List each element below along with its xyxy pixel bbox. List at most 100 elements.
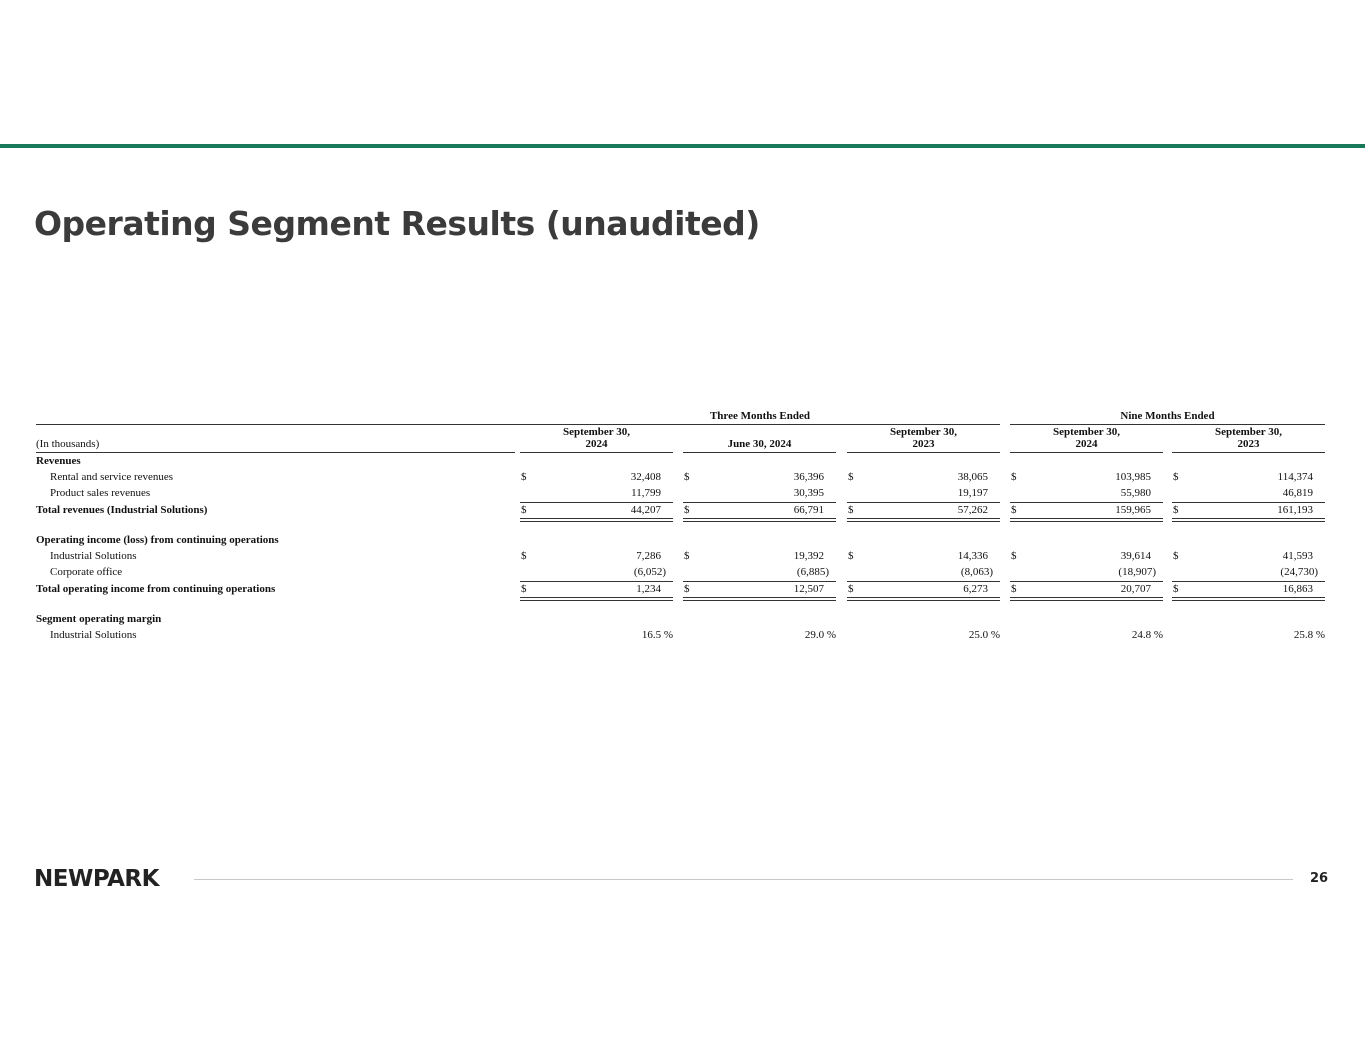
rule xyxy=(683,597,836,598)
rule xyxy=(1172,452,1325,453)
rule xyxy=(1010,518,1163,519)
rule xyxy=(683,452,836,453)
currency: $ xyxy=(1011,471,1017,483)
logo: NEWPARK xyxy=(34,866,159,892)
cell: 24.8 % xyxy=(1131,629,1163,641)
section-heading: Operating income (loss) from continuing … xyxy=(36,534,279,546)
rule xyxy=(520,452,673,453)
cell: 44,207 xyxy=(630,504,661,516)
rule xyxy=(1172,581,1325,582)
cell: 55,980 xyxy=(1120,487,1151,499)
total-label: Total revenues (Industrial Solutions) xyxy=(36,504,208,516)
rule xyxy=(36,424,1000,425)
column-header: 2023 xyxy=(912,438,935,450)
cell: 32,408 xyxy=(630,471,661,483)
cell: 14,336 xyxy=(957,550,988,562)
cell: 114,374 xyxy=(1277,471,1313,483)
row-label: Rental and service revenues xyxy=(50,471,174,483)
rule xyxy=(1010,600,1163,601)
rule xyxy=(1010,597,1163,598)
cell: 25.0 % xyxy=(968,629,1000,641)
cell: 19,197 xyxy=(957,487,988,499)
row-label: Corporate office xyxy=(50,566,123,578)
cell: (8,063) xyxy=(960,566,993,578)
currency: $ xyxy=(521,583,527,595)
column-header: September 30, xyxy=(1214,426,1282,438)
cell: 46,819 xyxy=(1282,487,1313,499)
currency: $ xyxy=(1173,471,1179,483)
rule xyxy=(1172,597,1325,598)
slide-title: Operating Segment Results (unaudited) xyxy=(34,204,760,243)
rule xyxy=(1172,521,1325,522)
rule xyxy=(847,518,1000,519)
rule xyxy=(1010,452,1163,453)
cell: 36,396 xyxy=(793,471,824,483)
cell: 66,791 xyxy=(793,504,824,516)
cell: 103,985 xyxy=(1115,471,1151,483)
cell: 159,965 xyxy=(1115,504,1151,516)
page-number: 26 xyxy=(1310,871,1329,886)
rule xyxy=(847,597,1000,598)
currency: $ xyxy=(1173,583,1179,595)
rule xyxy=(520,502,673,503)
rule xyxy=(36,452,515,453)
currency: $ xyxy=(848,471,854,483)
cell: 30,395 xyxy=(793,487,824,499)
footer-rule xyxy=(194,879,1293,880)
currency: $ xyxy=(1011,583,1017,595)
currency: $ xyxy=(1011,550,1017,562)
cell: (6,052) xyxy=(633,566,666,578)
rule xyxy=(683,581,836,582)
rule xyxy=(847,452,1000,453)
rule xyxy=(520,518,673,519)
currency: $ xyxy=(521,504,527,516)
column-header: June 30, 2024 xyxy=(727,438,792,450)
row-label: Industrial Solutions xyxy=(50,550,137,562)
rule xyxy=(683,600,836,601)
rule xyxy=(520,521,673,522)
total-label: Total operating income from continuing o… xyxy=(36,583,276,595)
cell: 16.5 % xyxy=(641,629,673,641)
column-header: September 30, xyxy=(562,426,630,438)
rule xyxy=(1172,502,1325,503)
rule xyxy=(520,597,673,598)
column-header: 2024 xyxy=(1075,438,1098,450)
cell: 7,286 xyxy=(636,550,661,562)
cell: 161,193 xyxy=(1277,504,1313,516)
cell: 6,273 xyxy=(963,583,988,595)
cell: 39,614 xyxy=(1120,550,1151,562)
section-heading: Segment operating margin xyxy=(36,613,162,625)
currency: $ xyxy=(848,583,854,595)
currency: $ xyxy=(1011,504,1017,516)
rule xyxy=(1010,502,1163,503)
rule xyxy=(683,502,836,503)
rule xyxy=(1010,581,1163,582)
cell: 20,707 xyxy=(1120,583,1151,595)
rule xyxy=(520,581,673,582)
section-heading: Revenues xyxy=(36,455,81,467)
cell: 57,262 xyxy=(957,504,988,516)
top-rule xyxy=(0,144,1365,148)
group-header: Three Months Ended xyxy=(709,410,811,422)
rule xyxy=(683,518,836,519)
currency: $ xyxy=(684,550,690,562)
currency: $ xyxy=(848,504,854,516)
rule xyxy=(847,521,1000,522)
currency: $ xyxy=(684,504,690,516)
rule xyxy=(847,581,1000,582)
column-header: September 30, xyxy=(1052,426,1120,438)
cell: (6,885) xyxy=(796,566,829,578)
rule xyxy=(1010,521,1163,522)
column-header: 2023 xyxy=(1237,438,1260,450)
cell: 29.0 % xyxy=(804,629,836,641)
cell: (24,730) xyxy=(1280,566,1318,578)
currency: $ xyxy=(684,471,690,483)
cell: (18,907) xyxy=(1118,566,1156,578)
currency: $ xyxy=(684,583,690,595)
row-label: Industrial Solutions xyxy=(50,629,137,641)
cell: 12,507 xyxy=(793,583,824,595)
rule xyxy=(1172,518,1325,519)
cell: 38,065 xyxy=(957,471,988,483)
rule xyxy=(520,600,673,601)
